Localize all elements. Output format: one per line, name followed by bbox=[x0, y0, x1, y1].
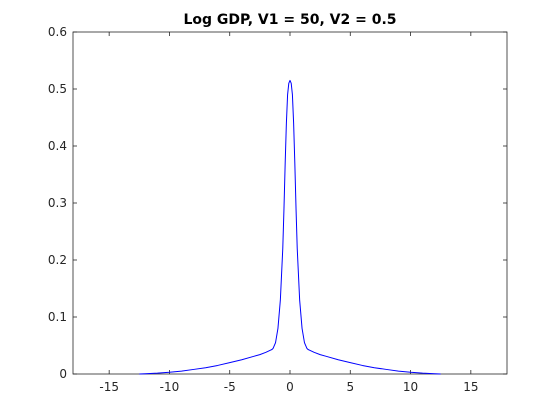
axes-box bbox=[72, 31, 508, 375]
x-tick-label: -10 bbox=[160, 380, 180, 394]
chart-title: Log GDP, V1 = 50, V2 = 0.5 bbox=[183, 12, 396, 28]
y-tick-label: 0.2 bbox=[48, 253, 67, 267]
plot-area: -15 -10 -5 0 5 10 15 0 0.1 0.2 0.3 0.4 0.5 0.6 bbox=[48, 25, 508, 394]
x-tick-label: 5 bbox=[346, 380, 354, 394]
x-tick-label: -5 bbox=[224, 380, 236, 394]
y-tick-label: 0.3 bbox=[48, 196, 67, 210]
y-tick-label: 0.4 bbox=[48, 139, 67, 153]
density-curve bbox=[139, 79, 441, 375]
y-tick-label: 0.5 bbox=[48, 82, 67, 96]
y-tick-label: 0.1 bbox=[48, 310, 67, 324]
x-tick-label: 0 bbox=[286, 380, 294, 394]
y-tick-label: 0 bbox=[59, 367, 67, 381]
x-tick-label: 15 bbox=[463, 380, 478, 394]
x-tick-label: 10 bbox=[403, 380, 418, 394]
x-tick-label: -15 bbox=[99, 380, 119, 394]
y-tick-label: 0.6 bbox=[48, 25, 67, 39]
